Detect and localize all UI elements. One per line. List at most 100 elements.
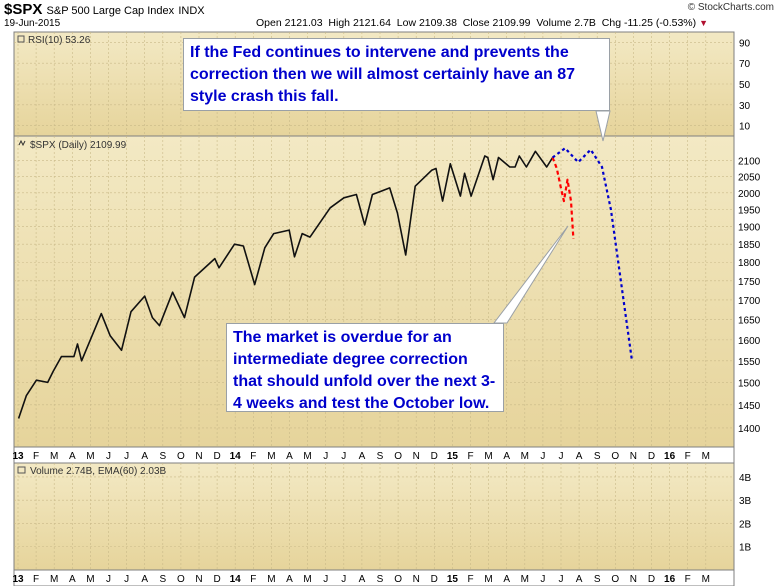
x-axis-strip-bottom [13, 569, 735, 586]
x-tick-label: N [413, 574, 420, 585]
x-tick-label: S [159, 574, 166, 585]
x-tick-label: M [702, 574, 710, 585]
x-tick-label: D [431, 451, 438, 462]
x-tick-label: O [394, 574, 402, 585]
close-value: 2109.99 [492, 17, 531, 29]
x-tick-label: A [286, 574, 293, 585]
open-value: 2121.03 [284, 17, 323, 29]
rsi-tick-label: 10 [739, 122, 751, 133]
x-tick-label: 14 [230, 451, 242, 462]
x-tick-label: A [503, 574, 510, 585]
x-tick-label: F [467, 451, 473, 462]
x-tick-label: M [521, 451, 529, 462]
volume-title: Volume 2.74B, EMA(60) 2.03B [30, 466, 167, 477]
x-tick-label: D [431, 574, 438, 585]
open-label: Open [256, 17, 282, 29]
x-tick-label: F [250, 574, 256, 585]
ticker-symbol: $SPX [4, 1, 43, 18]
volume-legend-icon [17, 466, 26, 474]
x-tick-label: M [303, 451, 311, 462]
price-tick-label: 1700 [738, 296, 761, 307]
x-tick-label: 16 [664, 574, 676, 585]
x-tick-label: D [648, 574, 655, 585]
x-tick-label: S [377, 574, 384, 585]
x-tick-label: M [50, 574, 58, 585]
x-tick-label: F [33, 574, 39, 585]
x-tick-label: A [69, 451, 76, 462]
x-tick-label: J [124, 451, 129, 462]
fed-crash-annotation: If the Fed continues to intervene and pr… [183, 38, 610, 111]
low-value: 2109.38 [418, 17, 457, 29]
x-tick-label: 15 [447, 451, 459, 462]
price-tick-label: 2050 [738, 173, 761, 184]
price-title: $SPX (Daily) 2109.99 [30, 140, 127, 151]
x-tick-label: M [702, 451, 710, 462]
x-tick-label: M [267, 451, 275, 462]
x-tick-label: M [484, 574, 492, 585]
x-tick-label: D [648, 451, 655, 462]
volume-tick-label: 3B [739, 496, 752, 507]
x-tick-label: O [611, 574, 619, 585]
rsi-tick-label: 30 [739, 101, 751, 112]
price-tick-label: 1400 [738, 424, 761, 435]
price-tick-label: 1600 [738, 336, 761, 347]
x-axis-strip [13, 446, 735, 464]
price-tick-label: 1850 [738, 240, 761, 251]
stockcharts-brand: © StockCharts.com [687, 2, 774, 13]
x-tick-label: N [195, 574, 202, 585]
x-tick-label: M [303, 574, 311, 585]
x-tick-label: J [341, 451, 346, 462]
rsi-title: RSI(10) 53.26 [28, 35, 91, 46]
chart-header: $SPX S&P 500 Large Cap Index INDX 19-Jun… [0, 0, 780, 32]
x-tick-label: A [359, 574, 366, 585]
x-tick-label: N [630, 574, 637, 585]
x-tick-label: N [195, 451, 202, 462]
x-tick-label: M [521, 574, 529, 585]
x-tick-label: M [267, 574, 275, 585]
chart-title: $SPX S&P 500 Large Cap Index INDX [4, 1, 205, 18]
exchange-label: INDX [178, 5, 205, 17]
price-tick-label: 2000 [738, 189, 761, 200]
rsi-tick-label: 50 [739, 80, 751, 91]
x-tick-label: A [359, 451, 366, 462]
x-tick-label: N [413, 451, 420, 462]
rsi-tick-label: 70 [739, 59, 751, 70]
price-tick-label: 1950 [738, 205, 761, 216]
x-tick-label: J [341, 574, 346, 585]
x-tick-label: M [86, 574, 94, 585]
chart-date: 19-Jun-2015 [4, 18, 61, 29]
x-tick-label: A [576, 574, 583, 585]
price-line [17, 150, 554, 419]
low-label: Low [396, 17, 417, 29]
price-tick-label: 1800 [738, 258, 761, 269]
x-tick-label: O [177, 574, 185, 585]
rsi-legend-icon [17, 35, 25, 43]
x-tick-label: J [540, 574, 545, 585]
x-tick-label: 15 [447, 574, 459, 585]
index-name: S&P 500 Large Cap Index [46, 5, 175, 17]
x-tick-label: A [286, 451, 293, 462]
x-tick-label: J [540, 451, 545, 462]
price-tick-label: 1900 [738, 223, 761, 234]
x-tick-label: J [323, 451, 328, 462]
x-tick-label: F [685, 451, 691, 462]
top-note-pointer [595, 110, 611, 142]
price-tick-label: 1550 [738, 357, 761, 368]
x-tick-label: S [594, 451, 601, 462]
correction-forecast-line [551, 157, 575, 239]
down-arrow-icon: ▼ [699, 18, 708, 28]
volume-tick-label: 2B [739, 519, 752, 530]
x-tick-label: 13 [12, 574, 24, 585]
x-tick-label: A [503, 451, 510, 462]
x-tick-label: F [250, 451, 256, 462]
x-tick-label: J [323, 574, 328, 585]
x-tick-label: A [576, 451, 583, 462]
x-tick-label: A [141, 574, 148, 585]
x-tick-label: J [124, 574, 129, 585]
x-tick-label: J [106, 451, 111, 462]
x-tick-label: M [86, 451, 94, 462]
x-tick-label: J [559, 451, 564, 462]
volume-panel [13, 462, 735, 571]
chg-value: -11.25 (-0.53%) [623, 17, 697, 29]
close-label: Close [462, 17, 490, 29]
